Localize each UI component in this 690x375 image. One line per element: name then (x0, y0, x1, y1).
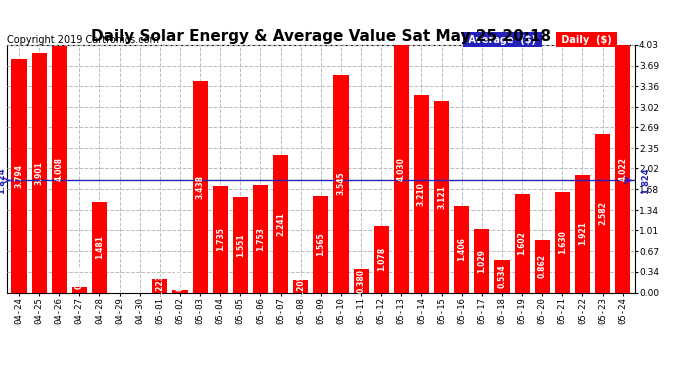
Text: 1.921: 1.921 (578, 222, 587, 246)
Bar (474, 229, 489, 292)
Bar (193, 81, 208, 292)
Bar (595, 134, 610, 292)
Text: 0.037: 0.037 (175, 267, 184, 291)
Bar (374, 226, 388, 292)
Text: 0.223: 0.223 (155, 274, 164, 298)
Text: 3.794: 3.794 (14, 164, 23, 188)
Bar (615, 45, 630, 292)
Text: 3.121: 3.121 (437, 185, 446, 209)
Text: 1.630: 1.630 (558, 231, 567, 254)
Text: 3.438: 3.438 (195, 175, 205, 199)
Bar (92, 201, 107, 292)
Text: 4.022: 4.022 (618, 157, 627, 181)
Text: 0.862: 0.862 (538, 254, 546, 278)
Bar (52, 46, 67, 292)
Text: 1.602: 1.602 (518, 231, 526, 255)
Text: 2.582: 2.582 (598, 201, 607, 225)
Bar (414, 95, 429, 292)
Bar (273, 155, 288, 292)
Text: 2.241: 2.241 (276, 212, 285, 236)
Text: Average  ($): Average ($) (465, 34, 540, 45)
Text: 1.481: 1.481 (95, 235, 104, 259)
Bar (434, 101, 449, 292)
Bar (495, 260, 509, 292)
Text: 1.551: 1.551 (236, 233, 245, 256)
Bar (535, 240, 550, 292)
Bar (253, 185, 268, 292)
Text: 1.753: 1.753 (256, 227, 265, 251)
Bar (233, 197, 248, 292)
Bar (313, 196, 328, 292)
Text: 4.008: 4.008 (55, 158, 63, 182)
Bar (394, 45, 409, 292)
Title: Daily Solar Energy & Average Value Sat May 25 20:18: Daily Solar Energy & Average Value Sat M… (91, 29, 551, 44)
Text: 3.210: 3.210 (417, 182, 426, 206)
Text: 1.735: 1.735 (216, 227, 225, 251)
Text: 1.406: 1.406 (457, 237, 466, 261)
Bar (12, 60, 26, 292)
Bar (293, 280, 308, 292)
Bar (72, 287, 87, 292)
Bar (333, 75, 348, 292)
Text: 3.545: 3.545 (337, 172, 346, 195)
Bar (172, 290, 188, 292)
Bar (213, 186, 228, 292)
Bar (32, 53, 47, 292)
Text: 3.901: 3.901 (34, 161, 43, 184)
Text: Copyright 2019 Cartronics.com: Copyright 2019 Cartronics.com (7, 34, 159, 45)
Text: 1.824: 1.824 (641, 167, 650, 194)
Bar (515, 194, 530, 292)
Text: 1.565: 1.565 (316, 232, 326, 256)
Bar (454, 206, 469, 292)
Text: 0.380: 0.380 (357, 269, 366, 293)
Bar (575, 174, 590, 292)
Text: 4.030: 4.030 (397, 157, 406, 181)
Text: 0.534: 0.534 (497, 264, 506, 288)
Bar (353, 269, 368, 292)
Text: 1.029: 1.029 (477, 249, 486, 273)
Text: 1.824: 1.824 (0, 167, 6, 194)
Bar (555, 192, 570, 292)
Text: 0.205: 0.205 (296, 274, 305, 298)
Text: 1.078: 1.078 (377, 248, 386, 272)
Text: 0.084: 0.084 (75, 265, 84, 289)
Text: Daily  ($): Daily ($) (558, 34, 615, 45)
Bar (152, 279, 168, 292)
